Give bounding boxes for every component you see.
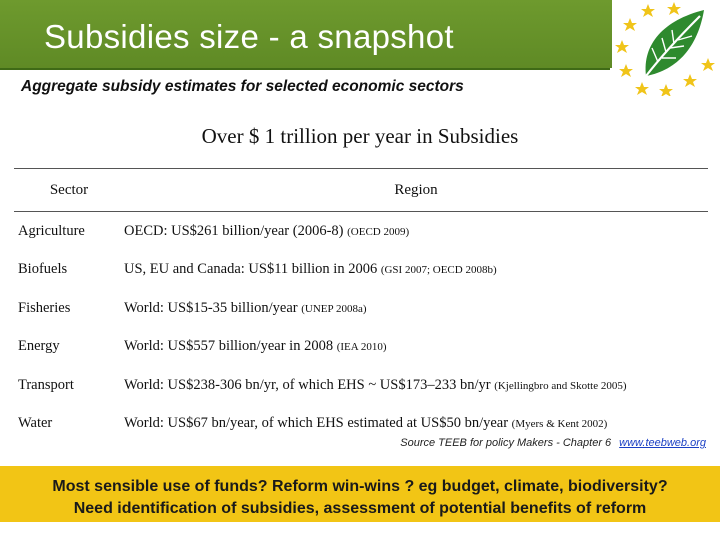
table-row: Transport World: US$238-306 bn/yr, of wh… [14, 366, 708, 405]
region-cell: World: US$238-306 bn/yr, of which EHS ~ … [124, 366, 708, 405]
slide-title: Subsidies size - a snapshot [44, 18, 454, 55]
region-text: World: US$15-35 billion/year [124, 299, 298, 316]
region-text: US, EU and Canada: US$11 billion in 2006 [124, 261, 378, 278]
table-row: Water World: US$67 bn/year, of which EHS… [14, 405, 708, 444]
bottom-question-line: Most sensible use of funds? Reform win-w… [52, 478, 668, 495]
sector-cell: Fisheries [18, 299, 71, 316]
region-cell: World: US$15-35 billion/year (UNEP 2008a… [124, 289, 708, 328]
source-link[interactable]: www.teebweb.org [619, 437, 706, 449]
region-text: World: US$557 billion/year in 2008 [124, 338, 334, 355]
headline: Over $ 1 trillion per year in Subsidies [201, 124, 519, 148]
region-cell: US, EU and Canada: US$11 billion in 2006… [124, 251, 708, 290]
column-header-sector: Sector [14, 168, 124, 212]
bottom-banner [0, 466, 720, 522]
sector-cell: Biofuels [18, 261, 68, 278]
region-text: OECD: US$261 billion/year (2006-8) [124, 222, 344, 239]
table-row: Agriculture OECD: US$261 billion/year (2… [14, 212, 708, 251]
bottom-need-line: Need identification of subsidies, assess… [73, 500, 647, 517]
slide-subtitle: Aggregate subsidy estimates for selected… [21, 78, 464, 95]
region-cell: World: US$67 bn/year, of which EHS estim… [124, 405, 708, 444]
title-underline [0, 68, 610, 70]
table-row: Fisheries World: US$15-35 billion/year (… [14, 289, 708, 328]
region-cell: World: US$557 billion/year in 2008 (IEA … [124, 328, 708, 367]
source-note: Source TEEB for policy Makers - Chapter … [0, 437, 706, 449]
title-bar [0, 0, 720, 68]
table-header-row: Sector Region [14, 168, 708, 212]
table-row: Energy World: US$557 billion/year in 200… [14, 328, 708, 367]
region-text: World: US$238-306 bn/yr, of which EHS ~ … [124, 376, 491, 393]
sector-cell: Transport [18, 376, 74, 393]
citation: (IEA 2010) [336, 341, 387, 354]
source-text: Source TEEB for policy Makers - Chapter … [400, 437, 612, 449]
subsidy-table: Sector Region Agriculture OECD: US$261 b… [14, 168, 708, 443]
column-header-region: Region [124, 168, 708, 212]
sector-cell: Water [18, 415, 53, 432]
citation: (Myers & Kent 2002) [511, 418, 608, 431]
sector-cell: Energy [18, 338, 60, 355]
citation: (Kjellingbro and Skotte 2005) [494, 379, 627, 392]
citation: (GSI 2007; OECD 2008b) [380, 264, 497, 277]
sector-cell: Agriculture [18, 222, 85, 239]
citation: (UNEP 2008a) [301, 302, 367, 315]
region-cell: OECD: US$261 billion/year (2006-8) (OECD… [124, 212, 708, 251]
table-row: Biofuels US, EU and Canada: US$11 billio… [14, 251, 708, 290]
leaf-with-stars-icon [612, 0, 720, 96]
citation: (OECD 2009) [347, 225, 410, 238]
region-text: World: US$67 bn/year, of which EHS estim… [124, 415, 509, 432]
